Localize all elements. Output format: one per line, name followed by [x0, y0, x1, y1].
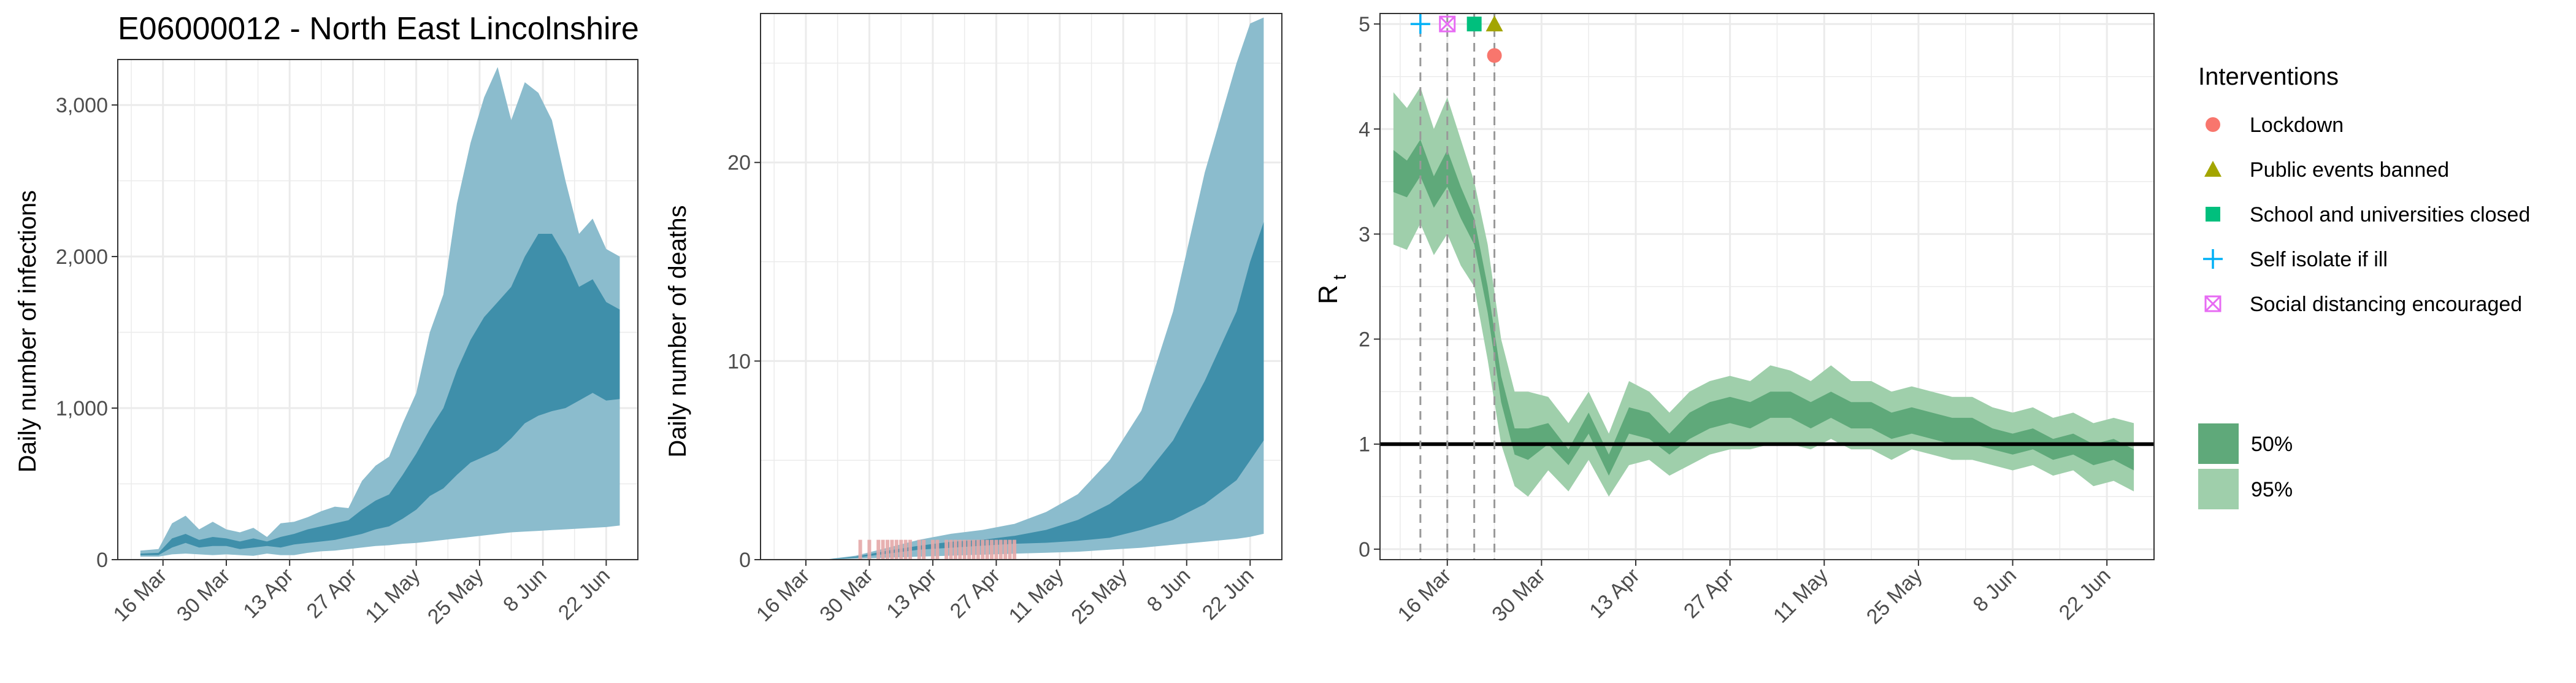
observed-death-bar: [1012, 539, 1016, 560]
rt-ylabel-main: R: [1313, 285, 1343, 304]
legend-marker-boxx: [2204, 295, 2221, 312]
observed-death-bar: [890, 539, 894, 560]
intervention-marker-circle: [1487, 48, 1502, 63]
legend-title: Interventions: [2198, 63, 2339, 90]
observed-death-bar: [985, 539, 989, 560]
observed-death-bar: [967, 539, 971, 560]
observed-death-bar: [958, 539, 962, 560]
intervention-marker-plus: [1410, 14, 1430, 34]
legend-item-label: Public events banned: [2250, 158, 2449, 182]
legend-item-label: School and universities closed: [2250, 203, 2530, 226]
observed-death-bar: [858, 539, 862, 560]
rt-ylabel: R t: [1313, 274, 1350, 304]
legend-item-label: Social distancing encouraged: [2250, 293, 2522, 316]
rt-band-50: [1393, 139, 2134, 476]
infections-band-50: [140, 234, 620, 555]
legend-band-label: 50%: [2251, 433, 2293, 456]
observed-death-bar: [917, 539, 921, 560]
observed-death-bar: [1003, 539, 1008, 560]
observed-death-bar: [972, 539, 976, 560]
deaths-ytick-label: 10: [727, 350, 751, 373]
observed-death-bar: [881, 539, 885, 560]
observed-death-bar: [876, 539, 881, 560]
intervention-marker-triangle: [1485, 15, 1503, 32]
rt-ytick-label: 3: [1359, 223, 1370, 246]
infections-ylabel: Daily number of infections: [14, 190, 41, 473]
chart-title: E06000012 - North East Lincolnshire: [118, 11, 639, 47]
deaths-band-95: [824, 17, 1264, 560]
rt-ytick-label: 1: [1359, 433, 1370, 457]
observed-death-bar: [981, 539, 985, 560]
intervention-marker-square: [1466, 17, 1482, 32]
legend: Interventions Lockdown Public events bann…: [2198, 63, 2530, 509]
observed-death-bar: [999, 539, 1003, 560]
legend-marker-square: [2206, 207, 2220, 222]
infections-ytick-label: 1,000: [56, 397, 108, 420]
legend-bands: 50% 95%: [2198, 423, 2293, 509]
infections-ytick-label: 0: [96, 549, 108, 572]
legend-item-label: Self isolate if ill: [2250, 248, 2388, 271]
legend-marker-plus: [2203, 249, 2223, 269]
observed-death-bar: [867, 539, 872, 560]
infections-panel-border: [117, 59, 638, 560]
infections-plot-area: [118, 60, 638, 560]
observed-death-bar: [899, 539, 903, 560]
observed-death-bar: [894, 539, 899, 560]
infections-ytick-label: 2,000: [56, 245, 108, 269]
deaths-ytick-label: 0: [739, 549, 751, 572]
observed-death-bar: [949, 539, 953, 560]
infections-ytick-label: 3,000: [56, 94, 108, 117]
rt-ytick-label: 0: [1359, 538, 1370, 561]
deaths-ytick-label: 20: [727, 152, 751, 175]
deaths-panel-border: [760, 13, 1282, 560]
observed-death-bar: [976, 539, 980, 560]
rt-panel-border: [1379, 13, 2155, 560]
observed-death-bar: [945, 539, 949, 560]
deaths-ylabel: Daily number of deaths: [664, 205, 691, 457]
observed-death-bar: [885, 539, 889, 560]
observed-death-bar: [994, 539, 999, 560]
observed-death-bar: [903, 539, 908, 560]
observed-death-bar: [962, 539, 967, 560]
rt-plot-area: [1380, 14, 2154, 560]
observed-death-bar: [908, 539, 912, 560]
rt-ytick-label: 5: [1359, 13, 1370, 36]
observed-death-bar: [935, 539, 940, 560]
rt-ytick-label: 2: [1359, 328, 1370, 352]
legend-band-swatch: [2198, 469, 2239, 509]
observed-death-bar: [953, 539, 957, 560]
observed-death-bar: [922, 539, 926, 560]
observed-death-bar: [989, 539, 994, 560]
legend-marker-circle: [2206, 117, 2220, 132]
rt-ylabel-subscript: t: [1330, 274, 1350, 280]
deaths-band-50: [824, 222, 1264, 560]
legend-band-label: 95%: [2251, 478, 2293, 501]
deaths-plot-area: [761, 14, 1282, 560]
observed-death-bar: [1008, 539, 1012, 560]
intervention-marker-boxx: [1439, 15, 1456, 33]
observed-death-bar: [930, 539, 935, 560]
title-clip-mask: [651, 0, 676, 61]
legend-interventions: Lockdown Public events banned School and u…: [2203, 114, 2530, 316]
legend-band-swatch: [2198, 423, 2239, 464]
legend-marker-triangle: [2204, 161, 2221, 177]
rt-ytick-label: 4: [1359, 118, 1370, 141]
legend-item-label: Lockdown: [2250, 114, 2344, 137]
